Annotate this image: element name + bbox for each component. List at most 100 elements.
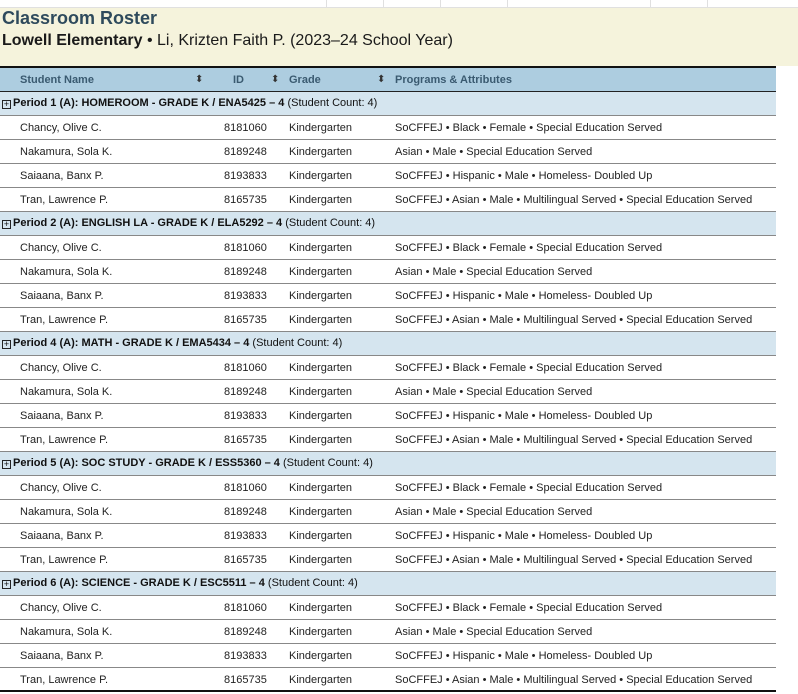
column-header-programs[interactable]: Programs & Attributes	[395, 74, 512, 86]
table-row[interactable]: Saiaana, Banx P. 8193833 Kindergarten SoCFF…	[0, 284, 776, 308]
column-header-id[interactable]: ID	[233, 74, 244, 86]
table-row[interactable]: Saiaana, Banx P. 8193833 Kindergarten SoCFF…	[0, 404, 776, 428]
group-title: Period 5 (A): SOC STUDY - GRADE K / ESS5…	[13, 457, 280, 469]
student-programs: Asian • Male • Special Education Served	[395, 146, 593, 158]
student-grade: Kindergarten	[289, 626, 352, 638]
table-row[interactable]: Nakamura, Sola K. 8189248 Kindergarten Asia…	[0, 140, 776, 164]
group-count: (Student Count: 4)	[267, 577, 358, 589]
student-id: 8165735	[224, 674, 267, 686]
group-row[interactable]: + Period 5 (A): SOC STUDY - GRADE K / ESS…	[0, 452, 776, 476]
table-row[interactable]: Tran, Lawrence P. 8165735 Kindergarten SoCF…	[0, 548, 776, 572]
expand-icon[interactable]: +	[2, 219, 11, 229]
student-grade: Kindergarten	[289, 170, 352, 182]
table-header: Student Name ⬍ ID ⬍ Grade ⬍ Programs & A…	[0, 66, 776, 92]
report-banner	[0, 8, 798, 66]
table-row[interactable]: Tran, Lawrence P. 8165735 Kindergarten SoCF…	[0, 668, 776, 692]
student-id: 8181060	[224, 242, 267, 254]
table-row[interactable]: Nakamura, Sola K. 8189248 Kindergarten Asia…	[0, 260, 776, 284]
student-programs: SoCFFEJ • Asian • Male • Multilingual Se…	[395, 554, 753, 566]
group-count: (Student Count: 4)	[287, 97, 378, 109]
student-grade: Kindergarten	[289, 146, 352, 158]
table-row[interactable]: Nakamura, Sola K. 8189248 Kindergarten Asia…	[0, 380, 776, 404]
student-id: 8181060	[224, 602, 267, 614]
student-name: Tran, Lawrence P.	[20, 554, 109, 566]
student-id: 8193833	[224, 170, 267, 182]
group-count: (Student Count: 4)	[282, 457, 373, 469]
expand-icon[interactable]: +	[2, 579, 11, 589]
student-grade: Kindergarten	[289, 554, 352, 566]
table-row[interactable]: Chancy, Olive C. 8181060 Kindergarten SoCFF…	[0, 596, 776, 620]
student-id: 8165735	[224, 194, 267, 206]
sort-icon[interactable]: ⬍	[377, 74, 386, 85]
student-name: Tran, Lawrence P.	[20, 674, 109, 686]
student-grade: Kindergarten	[289, 314, 352, 326]
table-row[interactable]: Chancy, Olive C. 8181060 Kindergarten SoCFF…	[0, 356, 776, 380]
table-row[interactable]: Chancy, Olive C. 8181060 Kindergarten SoCFF…	[0, 116, 776, 140]
column-header-name[interactable]: Student Name	[20, 74, 94, 86]
student-id: 8181060	[224, 482, 267, 494]
student-programs: SoCFFEJ • Black • Female • Special Educa…	[395, 122, 663, 134]
school-name: Lowell Elementary	[2, 32, 143, 49]
student-programs: SoCFFEJ • Black • Female • Special Educa…	[395, 362, 663, 374]
student-name: Tran, Lawrence P.	[20, 194, 109, 206]
student-name: Chancy, Olive C.	[20, 122, 102, 134]
student-id: 8189248	[224, 386, 267, 398]
student-grade: Kindergarten	[289, 194, 352, 206]
student-id: 8189248	[224, 626, 267, 638]
student-id: 8193833	[224, 410, 267, 422]
student-grade: Kindergarten	[289, 410, 352, 422]
student-grade: Kindergarten	[289, 386, 352, 398]
table-row[interactable]: Chancy, Olive C. 8181060 Kindergarten SoCFF…	[0, 236, 776, 260]
student-name: Chancy, Olive C.	[20, 482, 102, 494]
table-row[interactable]: Nakamura, Sola K. 8189248 Kindergarten Asia…	[0, 620, 776, 644]
student-name: Nakamura, Sola K.	[20, 386, 113, 398]
student-id: 8193833	[224, 650, 267, 662]
table-row[interactable]: Tran, Lawrence P. 8165735 Kindergarten SoCF…	[0, 308, 776, 332]
student-id: 8189248	[224, 266, 267, 278]
table-row[interactable]: Saiaana, Banx P. 8193833 Kindergarten SoCFF…	[0, 524, 776, 548]
student-name: Saiaana, Banx P.	[20, 530, 104, 542]
student-name: Tran, Lawrence P.	[20, 434, 109, 446]
top-gridlines	[0, 0, 798, 8]
table-row[interactable]: Saiaana, Banx P. 8193833 Kindergarten SoCFF…	[0, 164, 776, 188]
table-row[interactable]: Tran, Lawrence P. 8165735 Kindergarten SoCF…	[0, 428, 776, 452]
student-programs: SoCFFEJ • Asian • Male • Multilingual Se…	[395, 314, 753, 326]
column-header-grade[interactable]: Grade	[289, 74, 321, 86]
group-title: Period 4 (A): MATH - GRADE K / EMA5434 –…	[13, 337, 250, 349]
student-id: 8189248	[224, 146, 267, 158]
student-grade: Kindergarten	[289, 506, 352, 518]
group-row[interactable]: + Period 1 (A): HOMEROOM - GRADE K / ENA5…	[0, 92, 776, 116]
student-id: 8181060	[224, 122, 267, 134]
group-row[interactable]: + Period 2 (A): ENGLISH LA - GRADE K / EL…	[0, 212, 776, 236]
student-grade: Kindergarten	[289, 650, 352, 662]
group-row[interactable]: + Period 6 (A): SCIENCE - GRADE K / ESC55…	[0, 572, 776, 596]
student-name: Nakamura, Sola K.	[20, 506, 113, 518]
page-title: Classroom Roster	[2, 8, 158, 28]
student-programs: Asian • Male • Special Education Served	[395, 626, 593, 638]
group-title: Period 2 (A): ENGLISH LA - GRADE K / ELA…	[13, 217, 283, 229]
student-programs: SoCFFEJ • Asian • Male • Multilingual Se…	[395, 674, 753, 686]
roster-table: Student Name ⬍ ID ⬍ Grade ⬍ Programs & A…	[0, 66, 776, 692]
expand-icon[interactable]: +	[2, 339, 11, 349]
sort-icon[interactable]: ⬍	[271, 74, 280, 85]
student-id: 8181060	[224, 362, 267, 374]
student-programs: Asian • Male • Special Education Served	[395, 506, 593, 518]
expand-icon[interactable]: +	[2, 99, 11, 109]
student-name: Tran, Lawrence P.	[20, 314, 109, 326]
table-row[interactable]: Chancy, Olive C. 8181060 Kindergarten SoCFF…	[0, 476, 776, 500]
sort-icon[interactable]: ⬍	[195, 74, 204, 85]
student-id: 8193833	[224, 530, 267, 542]
student-grade: Kindergarten	[289, 482, 352, 494]
student-name: Saiaana, Banx P.	[20, 650, 104, 662]
table-row[interactable]: Saiaana, Banx P. 8193833 Kindergarten SoCFF…	[0, 644, 776, 668]
student-programs: SoCFFEJ • Black • Female • Special Educa…	[395, 242, 663, 254]
student-programs: SoCFFEJ • Black • Female • Special Educa…	[395, 482, 663, 494]
expand-icon[interactable]: +	[2, 459, 11, 469]
group-row[interactable]: + Period 4 (A): MATH - GRADE K / EMA5434 …	[0, 332, 776, 356]
table-row[interactable]: Tran, Lawrence P. 8165735 Kindergarten SoCF…	[0, 188, 776, 212]
student-grade: Kindergarten	[289, 122, 352, 134]
group-count: (Student Count: 4)	[252, 337, 343, 349]
table-row[interactable]: Nakamura, Sola K. 8189248 Kindergarten Asia…	[0, 500, 776, 524]
student-programs: SoCFFEJ • Hispanic • Male • Homeless- Do…	[395, 410, 653, 422]
student-programs: Asian • Male • Special Education Served	[395, 266, 593, 278]
